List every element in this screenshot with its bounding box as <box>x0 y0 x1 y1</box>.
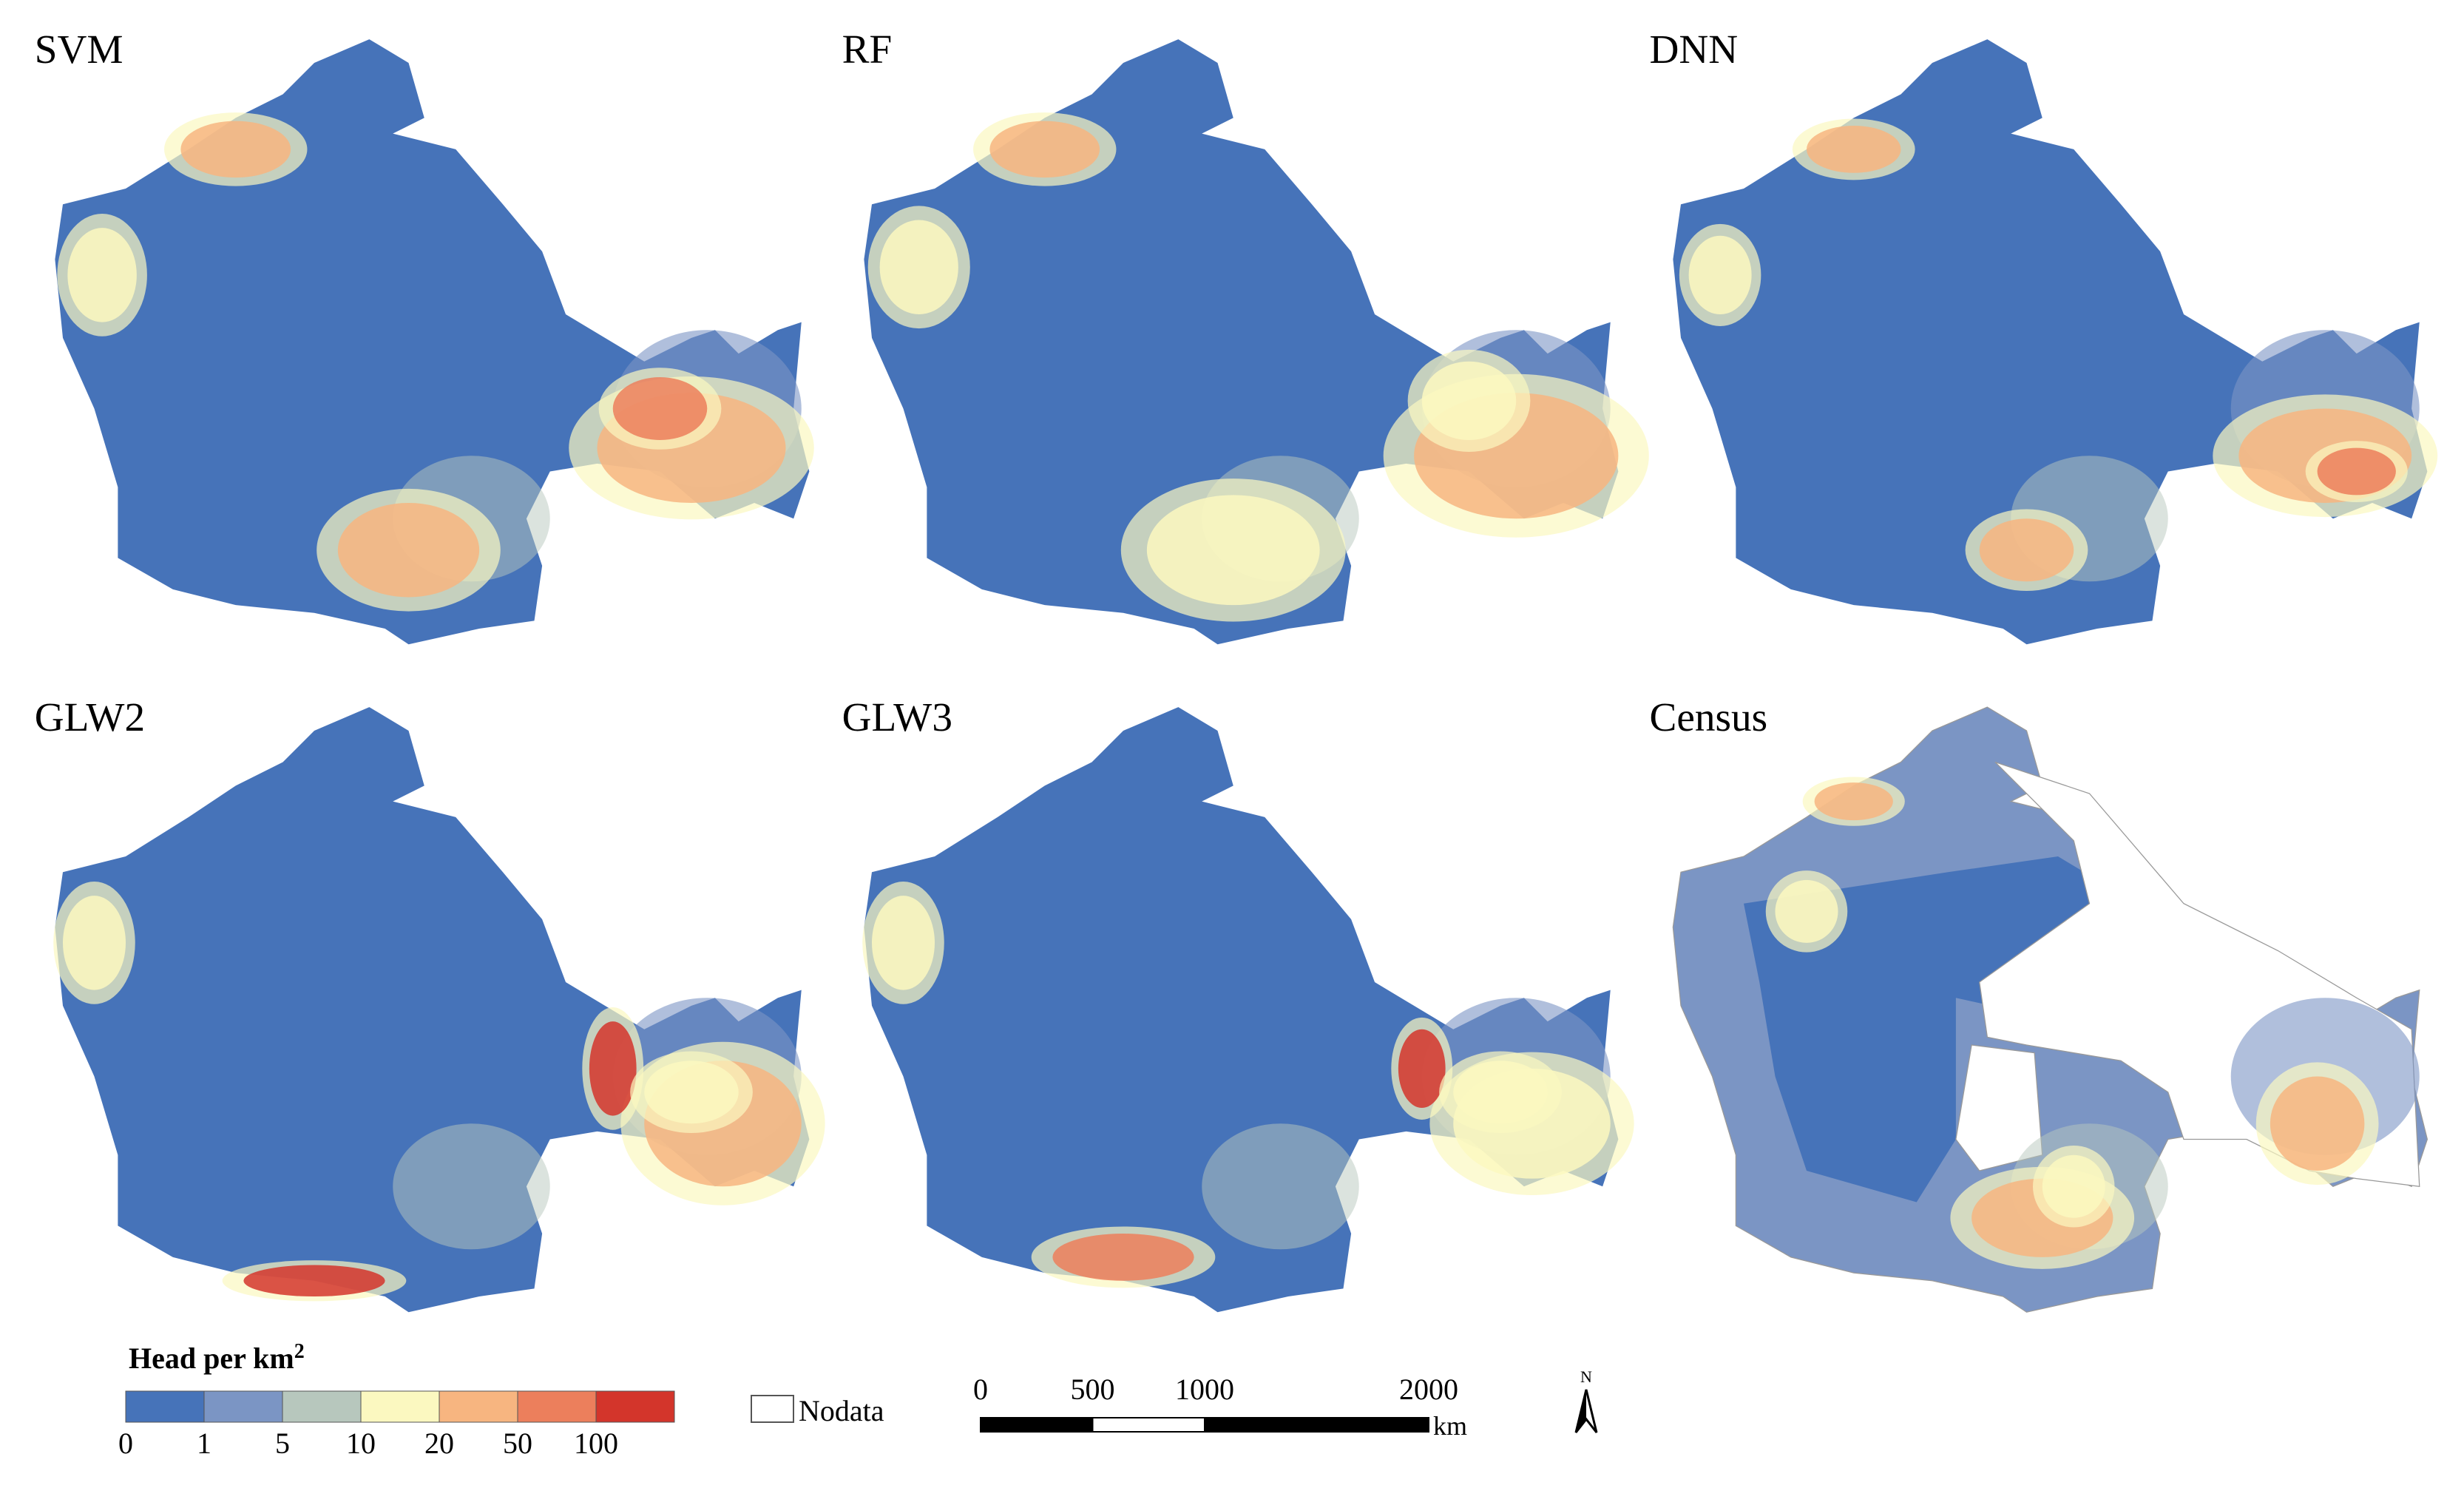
legend-break: 1 <box>197 1427 211 1460</box>
nodata-label: Nodata <box>799 1394 884 1427</box>
legend-swatch <box>595 1390 675 1423</box>
scale-segment <box>1091 1417 1205 1433</box>
hotspot <box>2042 1154 2105 1218</box>
hotspot <box>589 1021 637 1116</box>
map-panel: SVM <box>35 27 814 645</box>
legend-swatch <box>203 1390 283 1423</box>
hotspot <box>63 896 126 990</box>
panel-title: Census <box>1650 694 1768 740</box>
legend-title-sup: 2 <box>294 1340 305 1363</box>
hotspot <box>1688 235 1752 314</box>
hotspot <box>243 1265 385 1296</box>
scale-label: 2000 <box>1399 1373 1458 1406</box>
legend-swatch <box>517 1390 597 1423</box>
hotspot <box>2317 447 2396 496</box>
legend-break: 50 <box>503 1427 532 1460</box>
hotspot <box>1398 1029 1446 1108</box>
map-panel: RF <box>842 27 1649 645</box>
light-zone <box>1202 1123 1359 1250</box>
arrow-half <box>1576 1390 1586 1433</box>
map-panel: Census <box>1650 694 2429 1313</box>
legend: Head per km2 0 1 5 10 20 50 100 Nodata 0 500 1000 20… <box>118 1340 1467 1460</box>
hotspot <box>337 503 480 598</box>
hotspot <box>1814 782 1893 821</box>
map-panel: DNN <box>1650 27 2438 645</box>
maps: SVM RF DNN GLW2 GLW3 Census <box>35 27 2438 1313</box>
map-panel: GLW2 <box>35 694 825 1313</box>
hotspot <box>1775 879 1838 943</box>
legend-swatch <box>360 1390 440 1423</box>
scale-unit: km <box>1433 1411 1467 1441</box>
hotspot <box>879 220 958 314</box>
map-panel: GLW3 <box>842 694 1634 1313</box>
hotspot <box>1421 361 1517 440</box>
legend-break: 10 <box>346 1427 376 1460</box>
hotspot <box>1146 495 1320 606</box>
panel-title: GLW3 <box>842 694 952 740</box>
hotspot <box>67 228 137 322</box>
nodata-area <box>1955 1044 2043 1171</box>
legend-swatch <box>282 1390 362 1423</box>
hotspot <box>1979 518 2074 582</box>
scale-label: 1000 <box>1175 1373 1234 1406</box>
scale-segment <box>1204 1417 1429 1433</box>
panel-title: RF <box>842 27 893 72</box>
legend-break: 5 <box>275 1427 290 1460</box>
legend-swatch <box>439 1390 518 1423</box>
hotspot <box>1807 126 1901 173</box>
hotspot <box>989 121 1100 178</box>
hotspot <box>1052 1234 1194 1281</box>
light-zone <box>393 1123 550 1250</box>
legend-break: 100 <box>574 1427 618 1460</box>
hotspot <box>180 121 291 178</box>
panel-title: DNN <box>1650 27 1739 72</box>
legend-swatch <box>125 1390 205 1423</box>
north-arrow: N <box>1574 1367 1598 1433</box>
panel-title: GLW2 <box>35 694 145 740</box>
legend-title: Head per km2 <box>129 1340 305 1375</box>
hotspot <box>872 896 935 990</box>
nodata-swatch <box>751 1395 794 1423</box>
scale-label: 0 <box>973 1373 988 1406</box>
scale-segment <box>980 1417 1094 1433</box>
legend-break: 0 <box>118 1427 133 1460</box>
scale-label: 500 <box>1071 1373 1115 1406</box>
hotspot <box>1453 1061 1548 1124</box>
north-label: N <box>1580 1367 1592 1386</box>
panel-title: SVM <box>35 27 123 72</box>
hotspot <box>2270 1076 2365 1171</box>
legend-break: 20 <box>424 1427 454 1460</box>
hotspot <box>612 377 708 440</box>
hotspot <box>644 1061 739 1124</box>
